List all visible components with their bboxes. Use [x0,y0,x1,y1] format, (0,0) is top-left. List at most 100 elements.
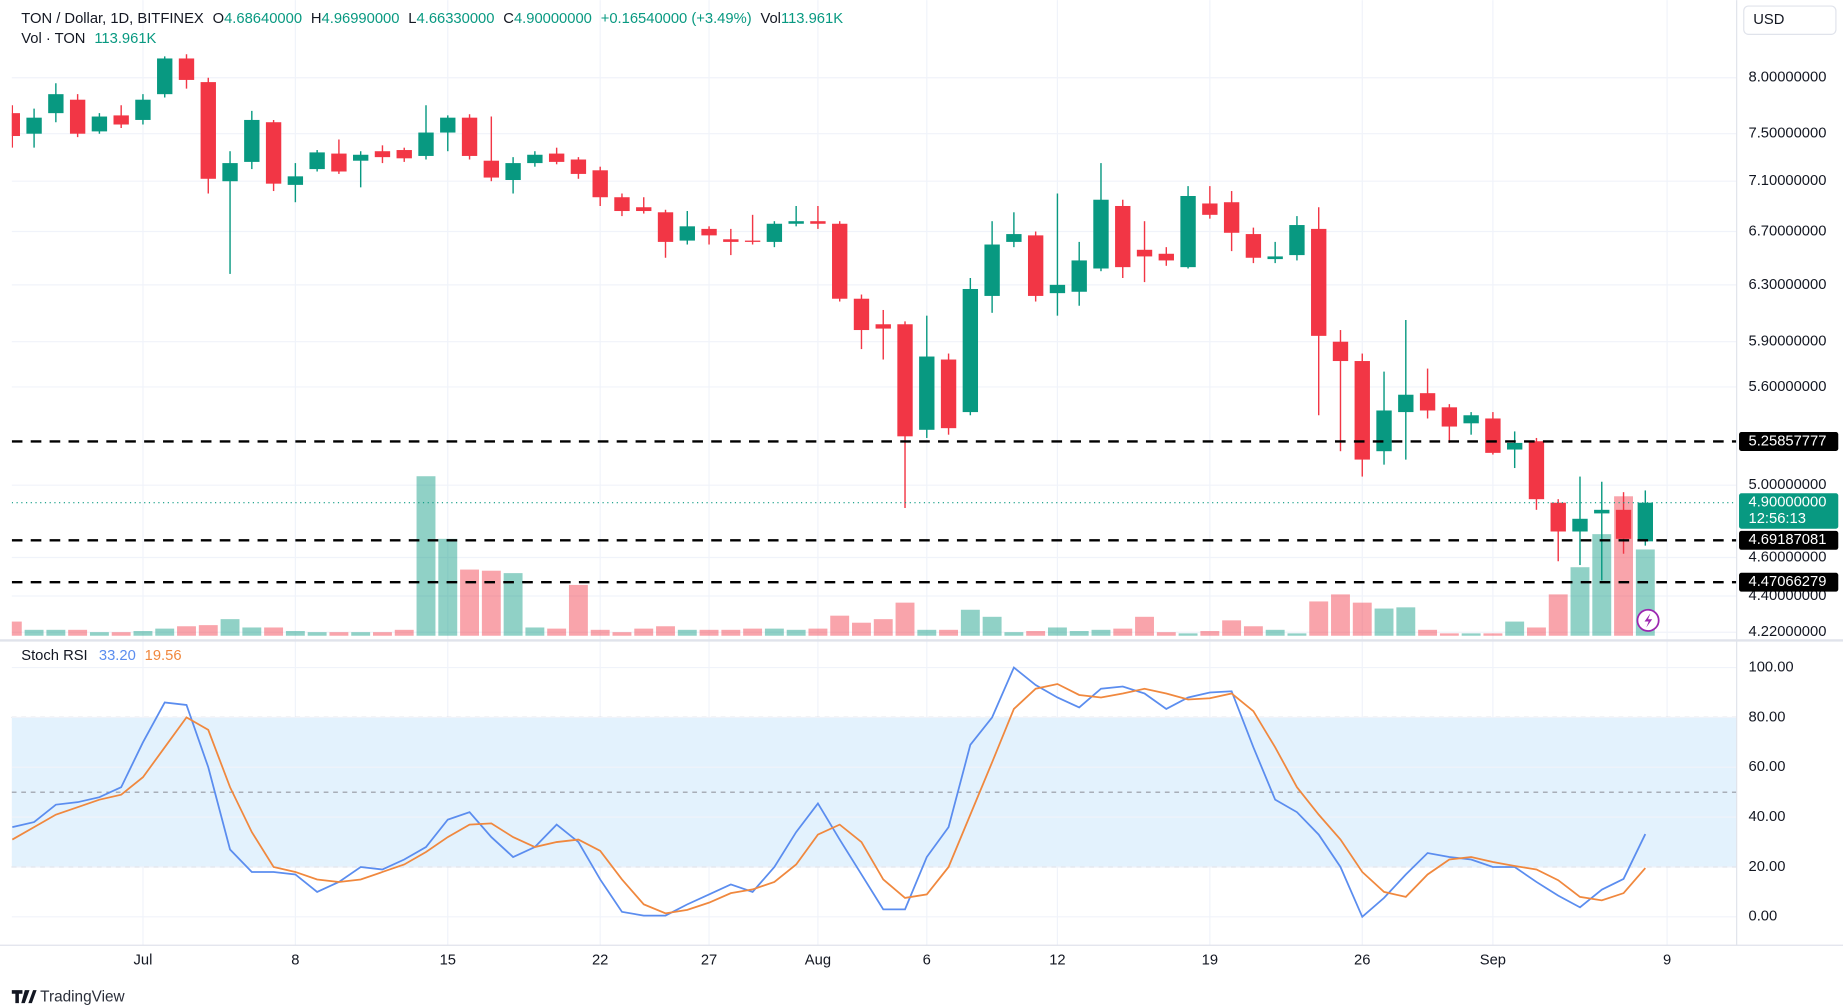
x-tick-label: Sep [1480,953,1506,969]
volume-bar [590,629,610,636]
currency[interactable]: USD [1753,12,1784,28]
low-value: 4.66330000 [417,11,495,27]
alert-icon[interactable] [1636,608,1660,632]
candle-body [657,212,674,242]
y-tick-label: 4.22000000 [1748,624,1826,640]
candle-body [135,99,151,120]
volume-bar [982,616,1002,636]
candle-body [353,154,369,161]
volume-bar [1592,534,1612,636]
candle-body [1441,407,1458,427]
currency-box[interactable] [1743,5,1837,35]
volume-bar [764,628,784,636]
change: +0.16540000 (+3.49%) [601,11,752,27]
candle-body [679,226,695,241]
candle-body [1202,203,1218,215]
y-tick-label: 20.00 [1748,859,1785,875]
volume-value: 113.961K [94,31,156,47]
volume-bar [1243,626,1263,636]
volume-bar [656,626,675,636]
x-tick-label: 19 [1202,953,1218,969]
candle-body [1245,234,1262,258]
candle-body [1289,225,1305,256]
candle-body [570,159,587,174]
candle-body [222,163,238,182]
open-value: 4.68640000 [224,11,302,27]
volume-bar [1156,632,1176,636]
candle-body [1615,509,1632,539]
candle-body [113,115,129,125]
volume-bar [634,628,654,636]
volume-bar [198,625,218,636]
stoch-line [12,666,1647,919]
close-key: C [503,11,514,27]
volume-bar [285,631,305,636]
x-tick-label: 26 [1354,953,1370,969]
volume-bar [1069,631,1089,636]
countdown: 12:56:13 [1748,511,1805,527]
candle-body [810,221,826,224]
y-tick-label: 4.40000000 [1748,588,1826,604]
alert-bolt[interactable] [1644,613,1653,628]
vol-value: 113.961K [781,11,843,27]
level-label: 4.69187081 [1748,532,1826,548]
volume-bar [155,628,175,636]
volume-legend: Vol · TON 113.961K [21,31,156,47]
candle-body [636,207,652,212]
candle-body [440,117,456,133]
volume-bar [1570,567,1590,636]
volume-bar [1309,601,1329,636]
volume-bar [852,622,871,636]
candle-body [11,113,20,137]
volume-bar [1091,629,1111,636]
volume-bar [960,609,980,636]
volume-bar [24,629,44,636]
candle-body [1528,441,1545,500]
volume-bar [242,627,262,636]
candle-body [91,116,108,132]
volume-bar [786,629,806,636]
volume-bar [11,621,22,636]
candle-body [178,58,195,80]
volume-bar [1483,633,1503,636]
stoch-line [11,683,1646,915]
volume-bar [503,573,523,636]
level-tag [1739,572,1839,592]
candle-body [592,170,608,198]
x-tick-label: 22 [592,953,608,969]
candle-body [1267,256,1283,260]
candle-body [1332,341,1349,362]
candle-body [309,152,325,170]
candle-body [1419,393,1436,411]
close-value: 4.90000000 [514,11,592,27]
candle-body [200,82,216,179]
volume-bar [1331,594,1350,636]
volume-bar [939,629,959,636]
candle-body [1311,228,1327,336]
candle-body [157,58,173,95]
volume-bar [612,632,632,636]
candle-body [1223,202,1240,233]
volume-bar [460,569,480,636]
volume-bar [46,629,66,636]
level-label: 5.25857777 [1748,433,1826,449]
brand-name: TradingView [40,988,125,1005]
volume-bar [438,538,458,636]
x-tick-label: Aug [805,953,831,969]
candle-body [766,223,783,242]
currency-button[interactable]: USD [1743,5,1837,35]
candle-body [744,240,761,242]
volume-bar [1396,607,1416,636]
volume-bar [1026,631,1046,636]
stoch-legend: Stoch RSI 33.20 19.56 [21,648,181,664]
stoch-title: Stoch RSI [21,648,87,664]
candle-body [962,288,979,413]
candle-body [505,163,521,180]
volume-bar [111,632,131,636]
candle-body [374,151,391,158]
logo [11,990,37,1004]
volume-bar [568,584,588,636]
x-tick-label: 12 [1049,953,1065,969]
candle-body [984,244,1000,296]
